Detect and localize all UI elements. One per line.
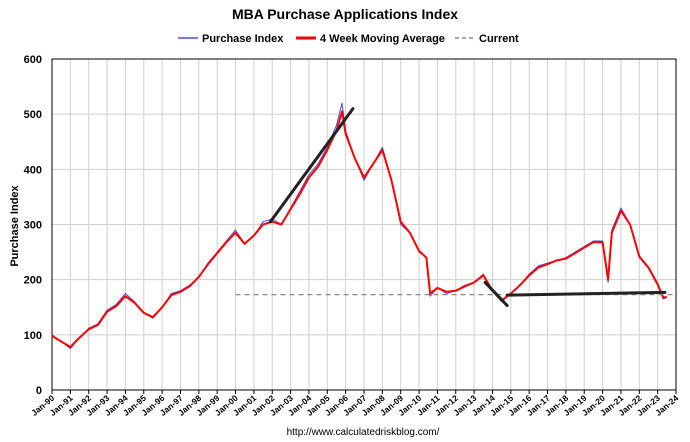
legend-label: 4 Week Moving Average (320, 33, 445, 45)
y-tick-label: 200 (24, 275, 42, 287)
plot-frame (51, 58, 677, 391)
y-tick-label: 0 (36, 385, 42, 397)
trend-line (268, 107, 355, 224)
y-tick-label: 500 (24, 109, 42, 121)
y-tick-label: 600 (24, 54, 42, 66)
series-line-4-week-moving-average (51, 110, 667, 348)
legend-label: Purchase Index (202, 33, 284, 45)
y-tick-label: 400 (24, 164, 42, 176)
trend-line (483, 280, 509, 308)
y-tick-label: 300 (24, 220, 42, 232)
y-axis-label: Purchase Index (9, 184, 21, 266)
plot-area: 0100200300400500600Jan-90Jan-91Jan-92Jan… (24, 54, 681, 418)
legend: Purchase Index 4 Week Moving Average Curre… (178, 33, 519, 45)
y-tick-label: 100 (24, 330, 42, 342)
trend-line (505, 290, 667, 297)
source-url: http://www.calculatedriskblog.com/ (287, 427, 440, 438)
chart-title: MBA Purchase Applications Index (232, 6, 458, 22)
legend-label: Current (479, 33, 519, 45)
